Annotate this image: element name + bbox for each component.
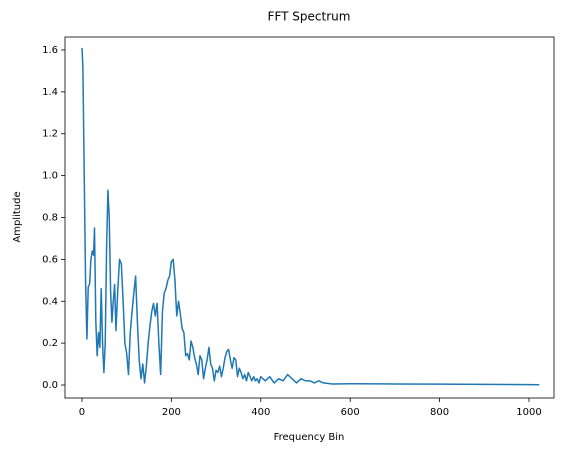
y-tick-label: 1.6 [42, 45, 58, 56]
y-axis-label: Amplitude [12, 191, 23, 242]
y-tick-label: 0.4 [42, 296, 58, 307]
x-tick-label: 400 [251, 407, 270, 418]
y-tick-label: 0.0 [42, 380, 58, 391]
y-tick-label: 1.2 [42, 129, 58, 140]
plot-frame [64, 36, 555, 399]
y-tick-label: 0.6 [42, 254, 58, 265]
x-tick-label: 800 [430, 407, 449, 418]
x-tick-label: 200 [162, 407, 181, 418]
y-tick-label: 1.4 [42, 87, 58, 98]
y-tick-label: 0.2 [42, 338, 58, 349]
x-axis-label: Frequency Bin [274, 432, 345, 443]
chart-title: FFT Spectrum [268, 10, 351, 24]
y-tick-label: 1.0 [42, 171, 58, 182]
y-tick-label: 0.8 [42, 213, 58, 224]
data-line [81, 47, 540, 386]
x-tick-label: 0 [79, 407, 85, 418]
x-tick-label: 600 [341, 407, 360, 418]
x-tick-label: 1000 [516, 407, 541, 418]
